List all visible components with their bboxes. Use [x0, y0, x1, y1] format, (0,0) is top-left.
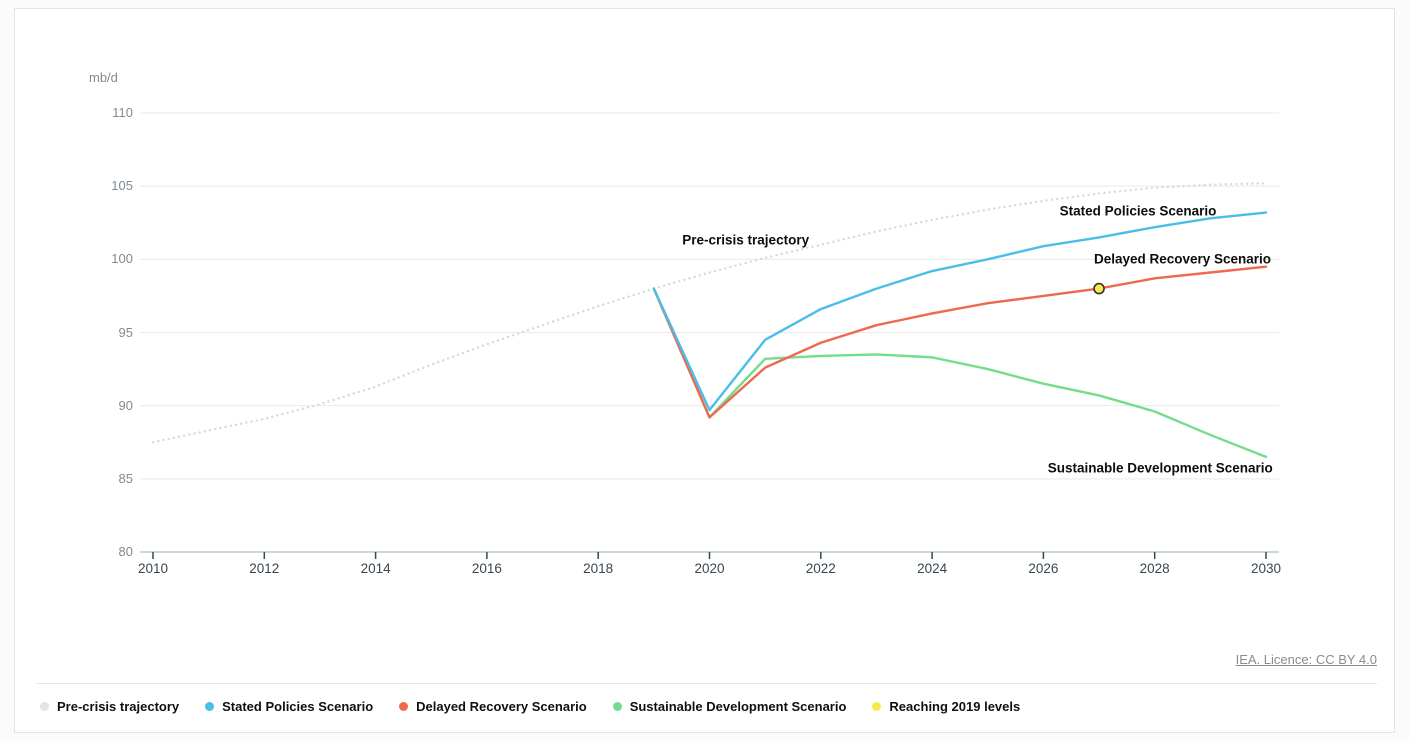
legend-dot-icon	[872, 702, 882, 711]
legend-dot-icon	[612, 702, 622, 711]
legend-item-reaching-2019-levels[interactable]: Reaching 2019 levels	[872, 699, 1020, 714]
y-axis-unit-label: mb/d	[89, 70, 118, 85]
legend-item-pre-crisis-trajectory[interactable]: Pre-crisis trajectory	[40, 699, 179, 714]
legend-item-stated-policies-scenario[interactable]: Stated Policies Scenario	[205, 699, 373, 714]
chart-svg	[140, 112, 1279, 559]
y-tick-label: 95	[118, 324, 133, 340]
x-tick-label: 2010	[137, 561, 169, 576]
y-tick-label: 110	[112, 105, 133, 120]
series-annotations: Pre-crisis trajectory Stated Policies Sce…	[15, 9, 1394, 732]
y-axis-labels: 80 85 90 95 100 105 110	[75, 9, 133, 609]
x-tick-label: 2020	[694, 561, 725, 576]
y-tick-label: 85	[118, 470, 133, 486]
x-tick-label: 2024	[917, 561, 948, 576]
legend-dot-icon	[399, 702, 409, 711]
reaching-2019-levels-marker[interactable]	[1093, 282, 1105, 295]
x-tick-label: 2028	[1139, 561, 1170, 576]
chart-card: mb/d 80 85 90 95 100 105 110 2010 2012 2014 2016 2…	[14, 8, 1395, 733]
x-tick-label: 2014	[360, 561, 391, 576]
legend-item-label: Stated Policies Scenario	[222, 699, 374, 714]
legend-dot-icon	[205, 702, 215, 711]
x-tick-label: 2018	[583, 561, 614, 576]
legend-item-label: Delayed Recovery Scenario	[416, 699, 587, 714]
legend-item-sustainable-development-scenario[interactable]: Sustainable Development Scenario	[612, 699, 847, 714]
x-tick-label: 2026	[1028, 561, 1059, 576]
legend-dot-icon	[40, 702, 49, 711]
x-tick-label: 2030	[1250, 561, 1282, 576]
series-line-pre-crisis-trajectory	[151, 182, 1268, 444]
annotation-sustainable-development-scenario: Sustainable Development Scenario	[1047, 460, 1273, 476]
legend-divider	[36, 683, 1377, 684]
y-tick-label: 105	[111, 178, 133, 194]
series-line-stated-policies-scenario	[652, 211, 1268, 412]
x-tick-label: 2016	[471, 561, 502, 576]
y-tick-label: 80	[118, 544, 133, 559]
annotation-pre-crisis-trajectory: Pre-crisis trajectory	[682, 232, 810, 248]
legend-item-label: Reaching 2019 levels	[889, 699, 1021, 714]
x-tick-label: 2012	[249, 561, 280, 576]
legend-item-delayed-recovery-scenario[interactable]: Delayed Recovery Scenario	[399, 699, 587, 714]
licence-link[interactable]: IEA. Licence: CC BY 4.0	[1235, 652, 1377, 667]
annotation-stated-policies-scenario: Stated Policies Scenario	[1059, 203, 1217, 219]
y-tick-label: 100	[111, 251, 133, 267]
x-axis-labels: 2010 2012 2014 2016 2018 2020 2022 2024 2026 2028…	[15, 9, 1394, 732]
legend-item-label: Sustainable Development Scenario	[629, 699, 847, 714]
series-line-delayed-recovery-scenario	[652, 265, 1268, 419]
x-tick-label: 2022	[805, 561, 836, 576]
annotation-delayed-recovery-scenario: Delayed Recovery Scenario	[1093, 251, 1272, 267]
series-line-sustainable-development-scenario	[652, 287, 1268, 459]
legend-item-label: Pre-crisis trajectory	[57, 699, 180, 714]
chart-legend: Pre-crisis trajectory Stated Policies Sce…	[40, 699, 1020, 714]
y-tick-label: 90	[118, 397, 133, 413]
